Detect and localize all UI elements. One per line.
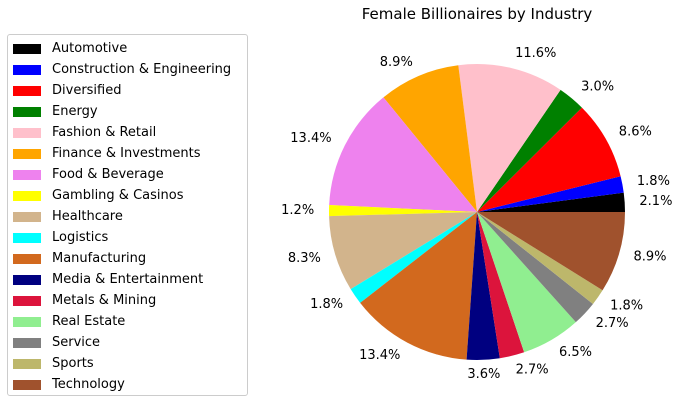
legend-item: Food & Beverage [13, 164, 247, 185]
slice-percent-label: 1.8% [310, 297, 343, 312]
legend-label: Automotive [52, 41, 128, 56]
slice-percent-label: 8.3% [288, 251, 321, 266]
slice-percent-label: 1.8% [610, 298, 643, 313]
pie-slice [458, 64, 561, 213]
slice-percent-label: 1.8% [637, 174, 670, 189]
legend-item: Healthcare [13, 206, 247, 227]
pie-slice [477, 192, 625, 212]
legend-swatch [13, 337, 41, 348]
legend-item: Finance & Investments [13, 143, 247, 164]
legend-swatch [13, 295, 41, 306]
slice-percent-label: 13.4% [359, 348, 400, 363]
legend-swatch [13, 106, 41, 117]
legend-label: Energy [52, 104, 98, 119]
pie-slice [329, 97, 477, 212]
chart-title: Female Billionaires by Industry [361, 5, 593, 23]
legend-item: Media & Entertainment [13, 269, 247, 290]
slice-percent-label: 6.5% [559, 345, 592, 360]
pie-slice [477, 107, 621, 212]
legend-item: Service [13, 332, 247, 353]
legend-swatch [13, 316, 41, 327]
pie-slice [477, 176, 624, 212]
legend-label: Real Estate [52, 314, 126, 329]
legend-label: Sports [52, 356, 94, 371]
legend-swatch [13, 379, 41, 390]
legend-swatch [13, 232, 41, 243]
pie-slice [477, 212, 625, 291]
legend-label: Construction & Engineering [52, 62, 232, 77]
slice-percent-label: 8.9% [380, 55, 413, 70]
slice-percent-label: 8.6% [619, 125, 652, 140]
slice-percent-label: 1.2% [281, 203, 314, 218]
slice-percent-label: 2.1% [639, 194, 672, 209]
slice-percent-label: 3.0% [581, 79, 614, 94]
legend-label: Diversified [52, 83, 122, 98]
pie-slice [477, 212, 593, 323]
legend-label: Gambling & Casinos [52, 188, 184, 203]
legend-swatch [13, 253, 41, 264]
slice-percent-label: 2.7% [596, 316, 629, 331]
legend-label: Media & Entertainment [52, 272, 204, 287]
legend-swatch [13, 358, 41, 369]
legend-swatch [13, 211, 41, 222]
legend-item: Manufacturing [13, 248, 247, 269]
pie-slice [328, 205, 477, 217]
pie-slice [329, 212, 477, 290]
legend-swatch [13, 169, 41, 180]
legend-item: Gambling & Casinos [13, 185, 247, 206]
pie-slice [350, 212, 477, 303]
legend-item: Diversified [13, 80, 247, 101]
slice-percent-label: 8.9% [634, 249, 667, 264]
legend-swatch [13, 127, 41, 138]
legend-label: Finance & Investments [52, 146, 201, 161]
legend-swatch [13, 148, 41, 159]
pie-slice [477, 212, 603, 304]
pie-slice [360, 212, 477, 360]
legend-label: Fashion & Retail [52, 125, 157, 140]
slice-percent-label: 11.6% [515, 46, 556, 61]
legend-label: Logistics [52, 230, 109, 245]
legend-label: Metals & Mining [52, 293, 157, 308]
legend-item: Fashion & Retail [13, 122, 247, 143]
legend-swatch [13, 190, 41, 201]
legend-swatch [13, 43, 41, 54]
legend-swatch [13, 64, 41, 75]
legend-item: Energy [13, 101, 247, 122]
legend-item: Real Estate [13, 311, 247, 332]
pie-slice [383, 65, 477, 212]
pie-slice [466, 212, 500, 360]
legend-item: Technology [13, 374, 247, 395]
legend-swatch [13, 274, 41, 285]
pie-slice [477, 212, 525, 359]
pie-slice [477, 212, 576, 353]
legend-label: Technology [52, 377, 125, 392]
legend-item: Metals & Mining [13, 290, 247, 311]
slice-percent-label: 13.4% [290, 131, 331, 146]
legend-label: Food & Beverage [52, 167, 164, 182]
slice-percent-label: 2.7% [516, 363, 549, 378]
legend-label: Manufacturing [52, 251, 147, 266]
pie-slice [477, 89, 582, 212]
legend-item: Logistics [13, 227, 247, 248]
slice-percent-label: 3.6% [467, 367, 500, 382]
legend-label: Healthcare [52, 209, 123, 224]
legend: Automotive Construction & Engineering Dive… [7, 34, 248, 396]
legend-label: Service [52, 335, 101, 350]
legend-item: Automotive [13, 38, 247, 59]
legend-item: Construction & Engineering [13, 59, 247, 80]
legend-swatch [13, 85, 41, 96]
legend-item: Sports [13, 353, 247, 374]
